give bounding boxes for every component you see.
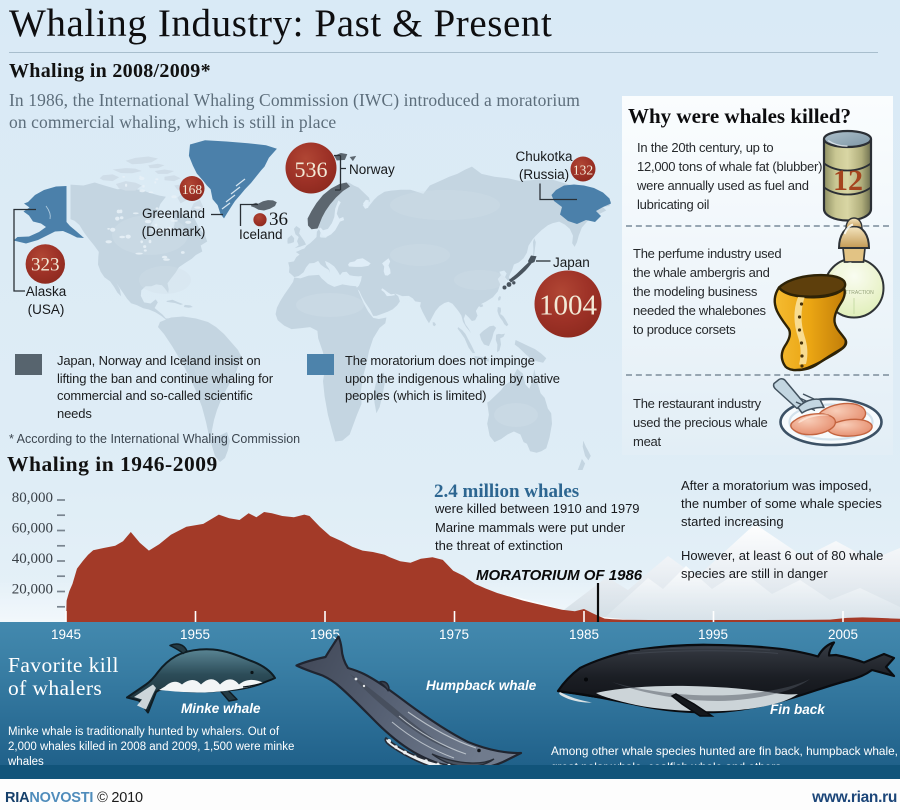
svg-text:132: 132 xyxy=(573,162,593,177)
svg-text:80,000: 80,000 xyxy=(12,490,53,506)
svg-text:536: 536 xyxy=(295,157,328,182)
svg-text:40,000: 40,000 xyxy=(12,551,53,567)
svg-text:36: 36 xyxy=(269,209,288,230)
svg-text:ATTRACTION: ATTRACTION xyxy=(842,290,874,296)
svg-text:20,000: 20,000 xyxy=(12,581,53,597)
svg-text:60,000: 60,000 xyxy=(12,520,53,536)
svg-text:168: 168 xyxy=(182,182,203,197)
svg-text:12: 12 xyxy=(833,164,863,197)
svg-text:1004: 1004 xyxy=(539,290,598,322)
svg-text:323: 323 xyxy=(31,255,60,276)
